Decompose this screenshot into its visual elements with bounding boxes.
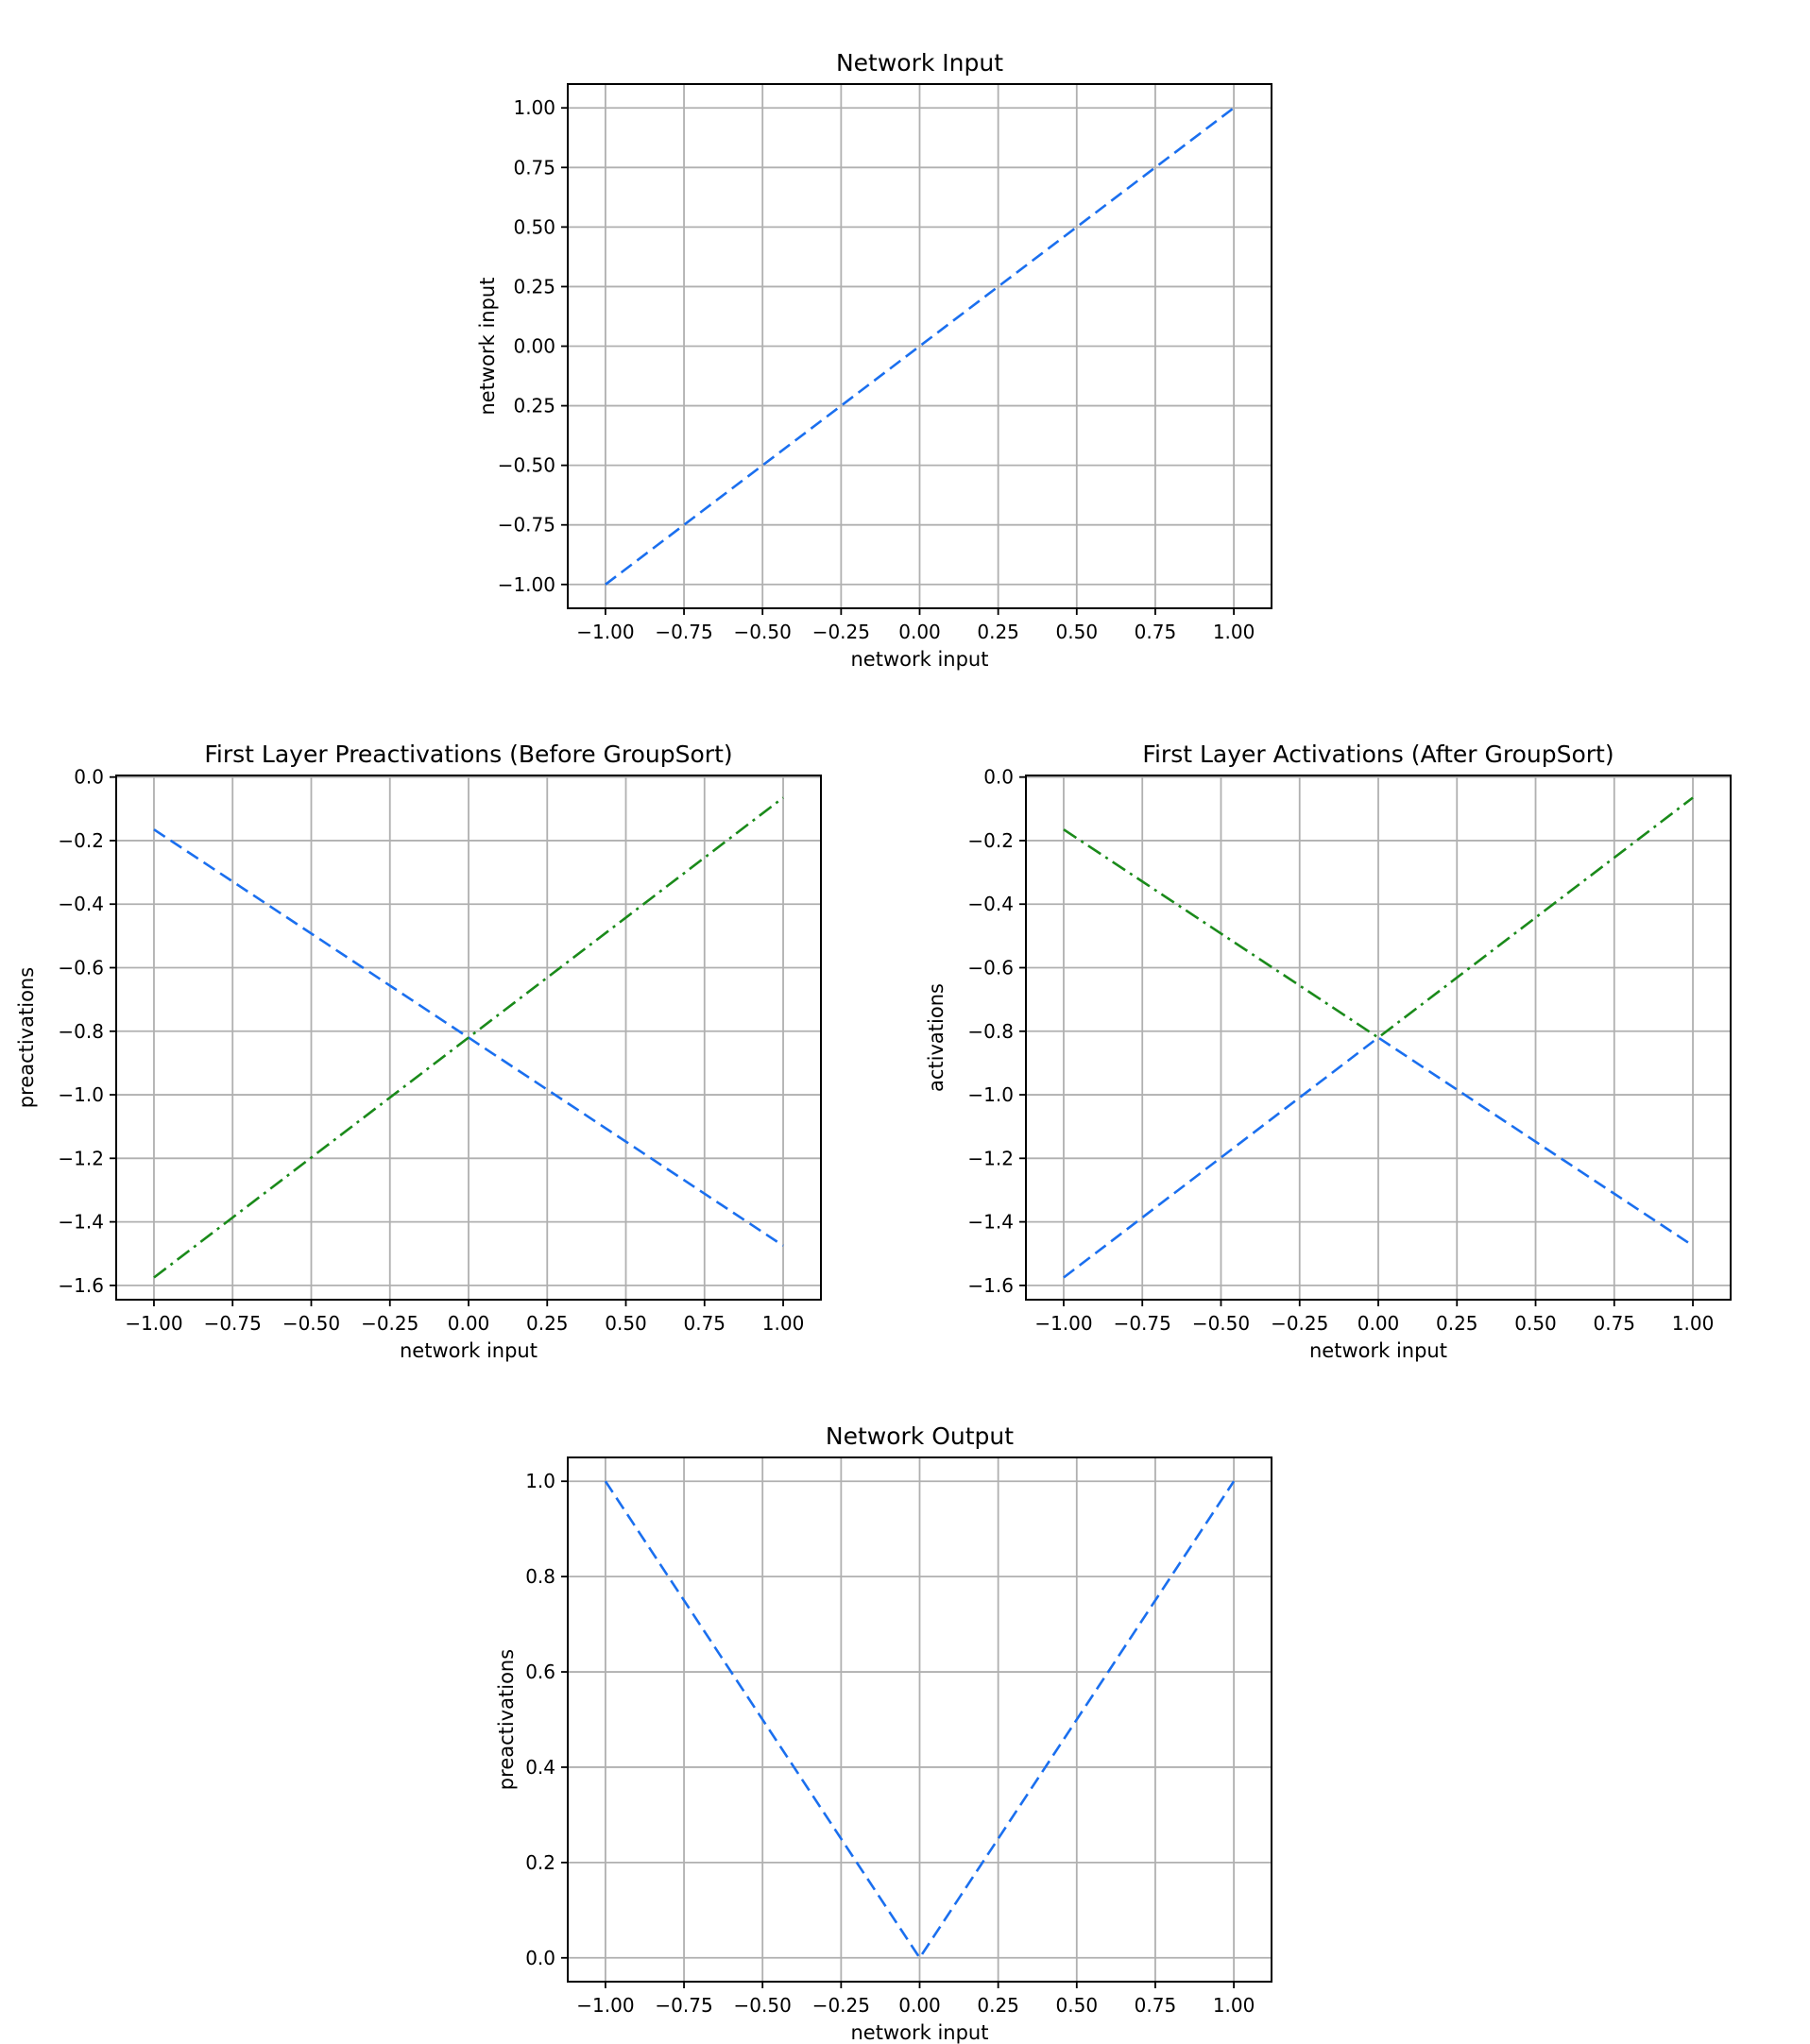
y-tick-label: −0.6	[58, 957, 104, 979]
y-tick-label: −1.2	[967, 1147, 1014, 1169]
y-tick-label: −0.2	[967, 829, 1014, 852]
x-tick-label: 0.00	[1358, 1312, 1400, 1335]
y-tick-label: −1.2	[58, 1147, 104, 1169]
y-axis-label: activations	[925, 983, 948, 1092]
series-line-1	[604, 1480, 1236, 1961]
chart-panel-4: −1.00 −0.75 −0.50 −0.25 0.00 0.25 0.50 0.75 1.00…	[495, 1422, 1272, 2044]
x-tick-label: 1.00	[1213, 1994, 1255, 2017]
x-tick-label: 0.75	[1135, 1994, 1177, 2017]
x-tick-label: 0.00	[898, 1994, 941, 2017]
x-tick-label: −0.25	[361, 1312, 418, 1335]
x-tick-label: 0.25	[1436, 1312, 1478, 1335]
x-axis-label: network input	[851, 648, 989, 671]
y-tick-label: −1.6	[58, 1274, 104, 1297]
y-tick-label: 0.2	[525, 1851, 555, 1874]
x-tick-label: −0.75	[1114, 1312, 1171, 1335]
chart-title: First Layer Preactivations (Before Group…	[204, 741, 732, 768]
y-tick-label: 1.0	[525, 1470, 555, 1492]
y-tick-label: −0.4	[58, 893, 104, 915]
x-tick-label: 0.00	[448, 1312, 490, 1335]
x-tick-label: 0.50	[1056, 621, 1099, 643]
x-tick-label: 0.50	[1514, 1312, 1557, 1335]
y-tick-label: −1.6	[967, 1274, 1014, 1297]
x-tick-label: −0.50	[1192, 1312, 1250, 1335]
x-tick-label: −0.25	[812, 1994, 870, 2017]
y-tick-label: 0.25	[513, 275, 555, 298]
y-tick-label: 0.8	[525, 1565, 555, 1588]
x-tick-label: −0.25	[1271, 1312, 1328, 1335]
y-tick-label: 0.00	[513, 335, 555, 358]
y-tick-label: −1.00	[498, 573, 555, 596]
chart-title: Network Output	[826, 1422, 1014, 1450]
x-tick-label: 0.50	[605, 1312, 647, 1335]
y-axis-label: preactivations	[495, 1649, 518, 1790]
y-tick-label: 0.4	[525, 1756, 555, 1779]
y-tick-label: −0.50	[498, 454, 555, 477]
x-tick-label: −0.75	[204, 1312, 262, 1335]
x-tick-label: 0.75	[1594, 1312, 1636, 1335]
x-tick-label: 0.75	[1135, 621, 1177, 643]
x-tick-label: −0.50	[734, 1994, 792, 2017]
x-tick-label: 0.00	[898, 621, 941, 643]
x-tick-label: 1.00	[762, 1312, 805, 1335]
y-tick-label: 0.6	[525, 1661, 555, 1683]
y-tick-label: 0.25	[513, 395, 555, 417]
series-line-2	[153, 796, 784, 1279]
x-axis-label: network input	[851, 2021, 989, 2044]
chart-panel-2: −1.00 −0.75 −0.50 −0.25 0.00 0.25 0.50 0.75 1.00…	[15, 741, 822, 1362]
x-tick-label: −0.50	[282, 1312, 340, 1335]
y-tick-label: −1.0	[58, 1083, 104, 1106]
y-tick-label: 0.0	[74, 766, 104, 789]
x-tick-label: 1.00	[1213, 621, 1255, 643]
y-tick-label: 1.00	[513, 96, 555, 119]
x-tick-label: −1.00	[576, 1994, 634, 2017]
y-tick-label: 0.50	[513, 215, 555, 238]
x-tick-label: 0.25	[526, 1312, 569, 1335]
chart-panel-1: −1.00 −0.75 −0.50 −0.25 0.00 0.25 0.50 0.75 1.00…	[476, 49, 1272, 671]
x-tick-label: −1.00	[1034, 1312, 1092, 1335]
x-tick-label: 0.25	[977, 1994, 1019, 2017]
series-line-1	[1063, 1035, 1694, 1279]
chart-title: Network Input	[836, 49, 1003, 77]
y-tick-label: −1.4	[967, 1211, 1014, 1234]
x-tick-label: 0.75	[684, 1312, 726, 1335]
y-tick-label: −1.4	[58, 1211, 104, 1234]
y-tick-label: −0.4	[967, 893, 1014, 915]
y-tick-label: −1.0	[967, 1083, 1014, 1106]
y-tick-label: −0.6	[967, 957, 1014, 979]
x-tick-label: 1.00	[1672, 1312, 1715, 1335]
y-tick-label: 0.0	[525, 1947, 555, 1969]
x-tick-label: −0.75	[655, 1994, 712, 2017]
y-tick-label: −0.8	[58, 1020, 104, 1043]
x-axis-label: network input	[1309, 1339, 1447, 1362]
x-tick-label: 0.50	[1056, 1994, 1099, 2017]
y-axis-label: preactivations	[15, 967, 38, 1108]
series-line-2	[1063, 796, 1694, 1040]
y-tick-label: −0.75	[498, 514, 555, 537]
x-axis-label: network input	[400, 1339, 538, 1362]
y-axis-label: network input	[476, 278, 499, 416]
x-tick-label: −0.50	[734, 621, 792, 643]
x-tick-label: −1.00	[576, 621, 634, 643]
y-tick-label: 0.0	[983, 766, 1014, 789]
chart-panel-3: −1.00 −0.75 −0.50 −0.25 0.00 0.25 0.50 0.75 1.00…	[925, 741, 1732, 1362]
chart-title: First Layer Activations (After GroupSort…	[1142, 741, 1614, 768]
y-tick-label: −0.8	[967, 1020, 1014, 1043]
y-tick-label: 0.75	[513, 156, 555, 179]
x-tick-label: −0.75	[655, 621, 712, 643]
y-tick-label: −0.2	[58, 829, 104, 852]
x-tick-label: −1.00	[125, 1312, 182, 1335]
x-tick-label: 0.25	[977, 621, 1019, 643]
series-line-1	[605, 107, 1235, 586]
x-tick-label: −0.25	[812, 621, 870, 643]
